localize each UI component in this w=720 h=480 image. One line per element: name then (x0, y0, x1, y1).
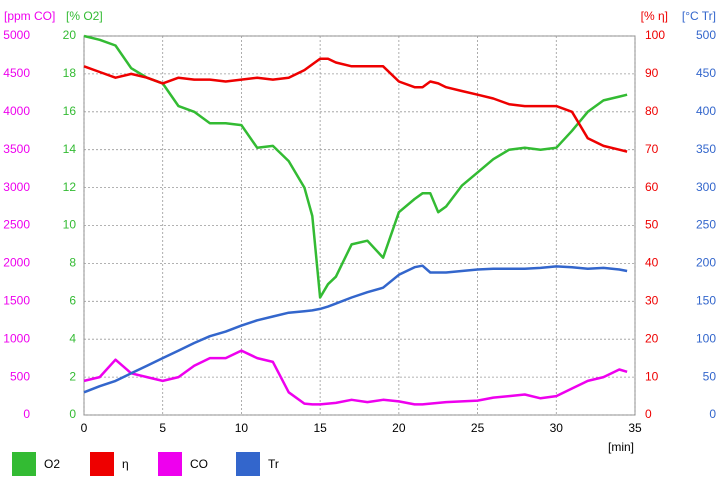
axis-label: [ppm CO] (4, 9, 55, 23)
axis-label: [% O2] (66, 9, 103, 23)
y-tick-label: 4000 (3, 104, 30, 118)
y-tick-label: 70 (645, 142, 659, 156)
y-tick-label: 0 (23, 407, 30, 421)
x-axis-label: [min] (608, 440, 634, 454)
y-tick-label: 450 (696, 66, 716, 80)
y-tick-label: 12 (63, 180, 77, 194)
y-tick-label: 10 (645, 369, 659, 383)
y-tick-label: 20 (645, 331, 659, 345)
y-tick-label: 90 (645, 66, 659, 80)
series-line (83, 349, 628, 406)
y-tick-label: 80 (645, 104, 659, 118)
x-tick-label: 0 (81, 421, 88, 435)
y-tick-label: 40 (645, 256, 659, 270)
y-tick-label: 100 (645, 28, 665, 42)
legend-swatch (158, 452, 182, 476)
legend-swatch (12, 452, 36, 476)
series-line (83, 57, 628, 153)
legend-label: Tr (268, 457, 279, 471)
x-tick-label: 30 (550, 421, 564, 435)
y-tick-label: 250 (696, 218, 716, 232)
y-tick-label: 0 (69, 407, 76, 421)
y-tick-label: 1000 (3, 331, 30, 345)
y-tick-label: 30 (645, 293, 659, 307)
y-tick-label: 6 (69, 293, 76, 307)
y-tick-label: 5000 (3, 28, 30, 42)
y-tick-label: 14 (63, 142, 77, 156)
y-tick-label: 350 (696, 142, 716, 156)
y-tick-label: 18 (63, 66, 77, 80)
legend-label: O2 (44, 457, 60, 471)
y-tick-label: 60 (645, 180, 659, 194)
y-tick-label: 4500 (3, 66, 30, 80)
legend-label: CO (190, 457, 208, 471)
series-line (83, 264, 628, 394)
x-tick-label: 35 (628, 421, 642, 435)
y-tick-label: 8 (69, 256, 76, 270)
legend-swatch (236, 452, 260, 476)
y-tick-label: 2000 (3, 256, 30, 270)
y-tick-label: 0 (709, 407, 716, 421)
x-tick-label: 15 (313, 421, 327, 435)
y-tick-label: 300 (696, 180, 716, 194)
y-tick-label: 2500 (3, 218, 30, 232)
x-tick-label: 20 (392, 421, 406, 435)
axis-label: [% η] (641, 9, 668, 23)
y-tick-label: 500 (10, 369, 30, 383)
y-tick-label: 16 (63, 104, 77, 118)
y-tick-label: 150 (696, 293, 716, 307)
x-tick-label: 25 (471, 421, 485, 435)
y-tick-label: 1500 (3, 293, 30, 307)
x-tick-label: 10 (235, 421, 249, 435)
y-tick-label: 400 (696, 104, 716, 118)
y-tick-label: 10 (63, 218, 77, 232)
y-tick-label: 20 (63, 28, 77, 42)
y-tick-label: 200 (696, 256, 716, 270)
y-tick-label: 0 (645, 407, 652, 421)
y-tick-label: 50 (703, 369, 717, 383)
y-tick-label: 4 (69, 331, 76, 345)
y-tick-label: 2 (69, 369, 76, 383)
x-tick-label: 5 (159, 421, 166, 435)
legend-swatch (90, 452, 114, 476)
y-tick-label: 3000 (3, 180, 30, 194)
y-tick-label: 500 (696, 28, 716, 42)
series-line (83, 34, 628, 299)
y-tick-label: 50 (645, 218, 659, 232)
y-tick-label: 3500 (3, 142, 30, 156)
legend-label: η (122, 457, 129, 471)
axis-label: [°C Tr] (682, 9, 716, 23)
y-tick-label: 100 (696, 331, 716, 345)
